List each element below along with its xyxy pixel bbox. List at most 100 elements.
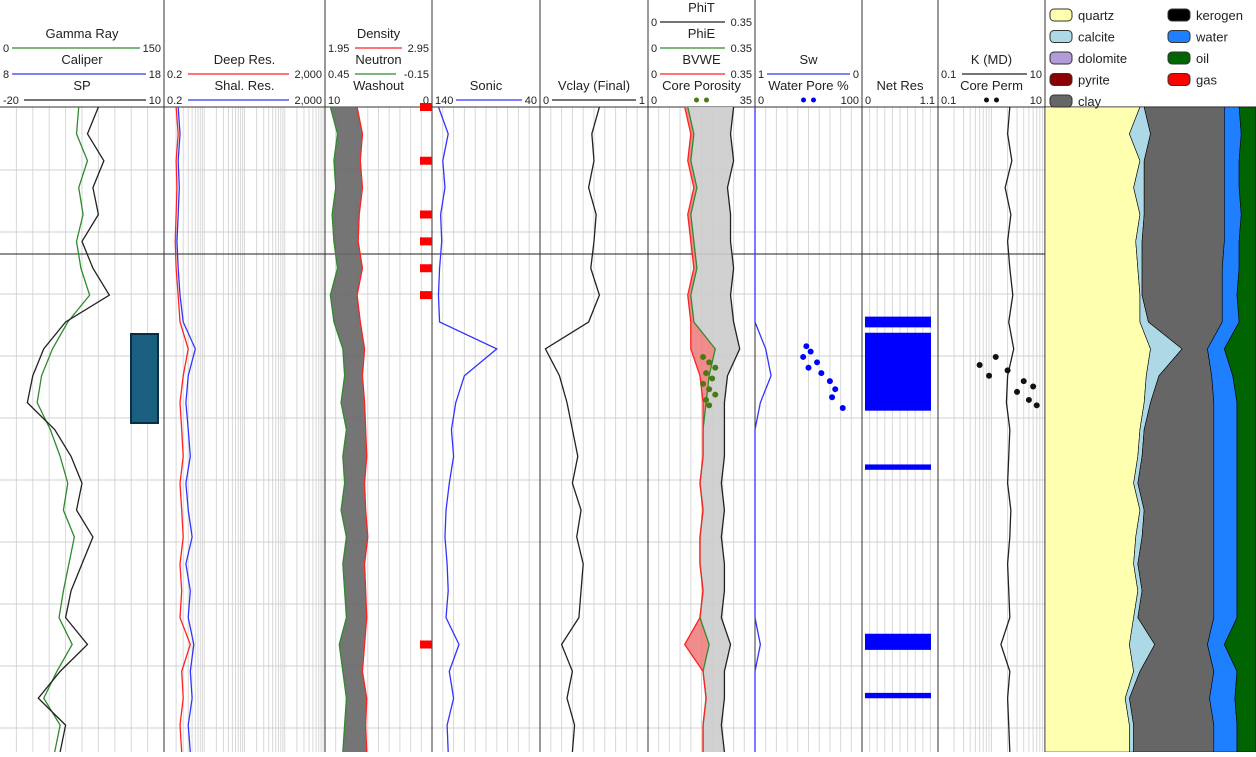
legend-swatch-calcite bbox=[1049, 30, 1073, 43]
scale-max: 35 bbox=[740, 95, 752, 107]
scale-min: 0 bbox=[543, 95, 549, 107]
water-pore-point bbox=[803, 343, 810, 350]
legend-label-gas: gas bbox=[1196, 73, 1217, 88]
net-res-interval bbox=[865, 692, 931, 699]
core-perm-point bbox=[1014, 388, 1021, 395]
water-pore-point bbox=[832, 386, 839, 393]
deep-res-curve bbox=[174, 106, 191, 753]
track-header-label: K (MD) bbox=[971, 52, 1012, 67]
net-res-interval bbox=[865, 464, 931, 470]
sp-curve bbox=[26, 106, 111, 753]
washout-flag bbox=[420, 291, 432, 300]
scale-min: -20 bbox=[3, 95, 19, 107]
core-perm-point bbox=[1004, 367, 1011, 374]
core-porosity-point bbox=[700, 380, 707, 387]
legend-swatch-oil bbox=[1167, 51, 1191, 65]
density-curve bbox=[356, 106, 369, 753]
legend-label-quartz: quartz bbox=[1078, 8, 1114, 23]
scale-max: 10 bbox=[1030, 95, 1042, 107]
track-header-label: Sw bbox=[799, 52, 818, 67]
legend-label-calcite: calcite bbox=[1078, 30, 1115, 45]
washout-flag bbox=[420, 640, 432, 649]
water-pore-point bbox=[826, 378, 833, 385]
core-perm-point bbox=[976, 362, 983, 368]
core-perm-point bbox=[1030, 383, 1037, 390]
track-header-label: Sonic bbox=[470, 78, 503, 93]
water-pore-point bbox=[818, 370, 825, 377]
density-neutron-fill bbox=[330, 107, 368, 752]
washout-flag bbox=[420, 156, 432, 165]
scale-max: 2.95 bbox=[408, 43, 429, 55]
scale-min: 140 bbox=[435, 95, 453, 107]
legend-label-water: water bbox=[1195, 30, 1228, 45]
track-header-label: Vclay (Final) bbox=[558, 78, 630, 93]
washout-flag bbox=[420, 237, 432, 246]
core-porosity-point bbox=[706, 386, 713, 393]
scale-min: 0 bbox=[3, 43, 9, 55]
legend-swatch-gas bbox=[1167, 73, 1191, 86]
scale-max: -0.15 bbox=[404, 69, 429, 81]
scale-min: 8 bbox=[3, 69, 9, 81]
legend-label-pyrite: pyrite bbox=[1078, 73, 1110, 88]
scale-max: 1.1 bbox=[920, 95, 935, 107]
core-porosity-point bbox=[709, 375, 716, 382]
net-res-interval bbox=[865, 633, 931, 650]
sonic-curve bbox=[437, 106, 499, 753]
track-header-label: PhiT bbox=[688, 0, 715, 15]
track-header-label: Washout bbox=[353, 78, 404, 93]
scale-max: 40 bbox=[525, 95, 537, 107]
core-porosity-point bbox=[703, 370, 710, 377]
track-header-label: PhiE bbox=[688, 26, 716, 41]
core-porosity-point bbox=[703, 396, 710, 403]
scale-max: 100 bbox=[841, 95, 859, 107]
scale-min: 0.2 bbox=[167, 69, 182, 81]
k-md-curve bbox=[1000, 106, 1015, 753]
legend-dot bbox=[704, 97, 709, 103]
sw-curve bbox=[754, 107, 772, 752]
phit-curve bbox=[720, 106, 741, 753]
core-perm-point bbox=[1025, 396, 1032, 403]
scale-min: 0 bbox=[651, 95, 657, 107]
core-perm-point bbox=[1033, 402, 1040, 409]
track-header-label: Shal. Res. bbox=[215, 78, 275, 93]
scale-min: 0 bbox=[651, 69, 657, 81]
core-porosity-point bbox=[706, 359, 713, 366]
scale-max: 2,000 bbox=[294, 95, 322, 107]
scale-min: 0 bbox=[651, 17, 657, 29]
neutron-curve bbox=[329, 106, 348, 753]
legend-label-clay: clay bbox=[1078, 94, 1102, 109]
legend-label-dolomite: dolomite bbox=[1078, 51, 1127, 66]
net-res-interval bbox=[865, 316, 931, 328]
water-pore-point bbox=[839, 405, 846, 411]
legend-swatch-kerogen bbox=[1167, 8, 1191, 22]
legend-label-oil: oil bbox=[1196, 51, 1209, 66]
scale-min: 1 bbox=[758, 69, 764, 81]
track-header-label: Neutron bbox=[355, 52, 401, 67]
core-porosity-point bbox=[712, 391, 719, 398]
water-pore-point bbox=[814, 359, 821, 366]
legend-dot bbox=[994, 97, 999, 103]
shal-res-curve bbox=[176, 106, 197, 753]
scale-max: 0 bbox=[853, 69, 859, 81]
track-header-label: Deep Res. bbox=[214, 52, 275, 67]
legend-dot bbox=[801, 97, 806, 103]
core-perm-point bbox=[986, 372, 993, 379]
water-pore-point bbox=[807, 348, 814, 355]
washout-flag bbox=[420, 210, 432, 219]
scale-max: 10 bbox=[1030, 69, 1042, 81]
legend-swatch-clay bbox=[1049, 94, 1073, 108]
core-porosity-point bbox=[700, 353, 707, 360]
scale-min: 0 bbox=[758, 95, 764, 107]
scale-max: 0 bbox=[423, 95, 429, 107]
scale-max: 2,000 bbox=[294, 69, 322, 81]
water-pore-point bbox=[800, 353, 807, 360]
scale-max: 0.35 bbox=[731, 69, 752, 81]
scale-max: 18 bbox=[149, 69, 161, 81]
phie-phit-fill bbox=[687, 107, 740, 752]
legend-swatch-dolomite bbox=[1049, 51, 1073, 65]
scale-min: 10 bbox=[328, 95, 340, 107]
scale-min: 1.95 bbox=[328, 43, 349, 55]
bvwe-curve bbox=[683, 106, 707, 752]
scale-max: 150 bbox=[143, 43, 161, 55]
